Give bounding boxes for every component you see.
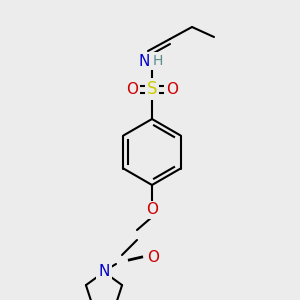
Text: N: N bbox=[98, 265, 110, 280]
Text: O: O bbox=[126, 82, 138, 97]
Text: O: O bbox=[166, 82, 178, 97]
Text: S: S bbox=[147, 80, 157, 98]
Text: N: N bbox=[98, 265, 110, 280]
Text: H: H bbox=[153, 54, 163, 68]
Text: N: N bbox=[138, 53, 150, 68]
Text: O: O bbox=[146, 202, 158, 217]
Text: O: O bbox=[147, 250, 159, 265]
